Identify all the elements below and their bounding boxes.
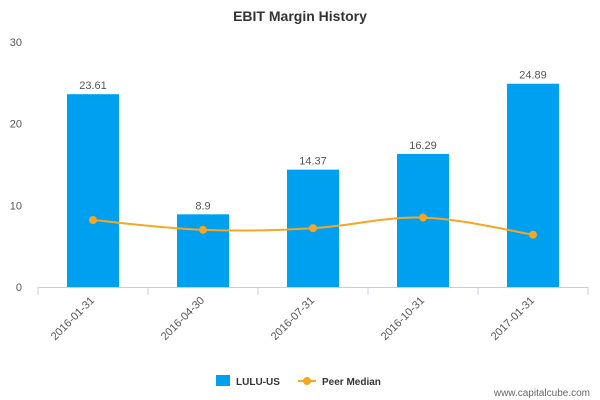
x-tick-label: 2016-04-30 — [159, 295, 207, 343]
y-axis: 0 10 20 30 — [10, 37, 22, 294]
x-tick-label: 2016-01-31 — [49, 295, 97, 343]
peer-median-point — [419, 213, 427, 222]
bar-data-label: 24.89 — [519, 70, 547, 82]
x-tick-label: 2017-01-31 — [489, 295, 537, 343]
legend-label-peer-median: Peer Median — [322, 377, 381, 388]
legend-swatch-lulu-us — [216, 375, 230, 386]
peer-median-point — [309, 224, 317, 233]
bar-data-label: 23.61 — [79, 80, 107, 92]
bar-series — [67, 83, 559, 288]
bar — [67, 94, 119, 287]
peer-median-point — [529, 230, 537, 239]
x-axis: 2016-01-31 2016-04-30 2016-07-31 2016-10-31… — [37, 287, 589, 343]
bar — [507, 83, 559, 288]
peer-median-point — [199, 225, 207, 234]
peer-median-point — [89, 216, 97, 225]
x-tick-label: 2016-10-31 — [379, 295, 427, 343]
bar-data-label: 8.9 — [195, 200, 210, 212]
y-tick-label: 30 — [10, 37, 22, 49]
bar — [177, 214, 229, 287]
peer-median-series — [89, 213, 537, 239]
legend-label-lulu-us: LULU-US — [236, 377, 280, 388]
credit-text: www.capitalcube.com — [493, 388, 590, 399]
chart-title: EBIT Margin History — [233, 8, 367, 24]
y-tick-label: 20 — [10, 119, 22, 131]
bar-data-labels: 23.61 8.9 14.37 16.29 24.89 — [79, 70, 547, 213]
bar-data-label: 14.37 — [299, 156, 327, 168]
legend: LULU-US Peer Median — [216, 375, 381, 388]
y-tick-label: 0 — [16, 282, 22, 294]
y-tick-label: 10 — [10, 200, 22, 212]
legend-marker-peer-median — [303, 377, 311, 385]
x-tick-label: 2016-07-31 — [269, 295, 317, 343]
bar-data-label: 16.29 — [409, 140, 437, 152]
